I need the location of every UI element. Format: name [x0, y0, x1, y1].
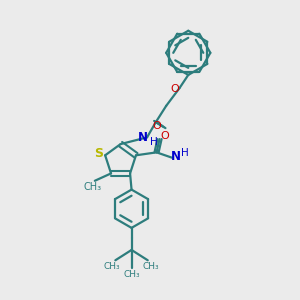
Text: CH₃: CH₃: [83, 182, 101, 192]
Text: H: H: [181, 148, 189, 158]
Text: CH₃: CH₃: [123, 270, 140, 279]
Text: O: O: [170, 84, 179, 94]
Text: S: S: [94, 147, 103, 160]
Text: H: H: [150, 137, 158, 147]
Text: CH₃: CH₃: [143, 262, 160, 271]
Text: N: N: [171, 150, 181, 163]
Text: CH₃: CH₃: [103, 262, 120, 271]
Text: O: O: [153, 121, 162, 130]
Text: N: N: [138, 131, 148, 144]
Text: O: O: [160, 130, 169, 141]
